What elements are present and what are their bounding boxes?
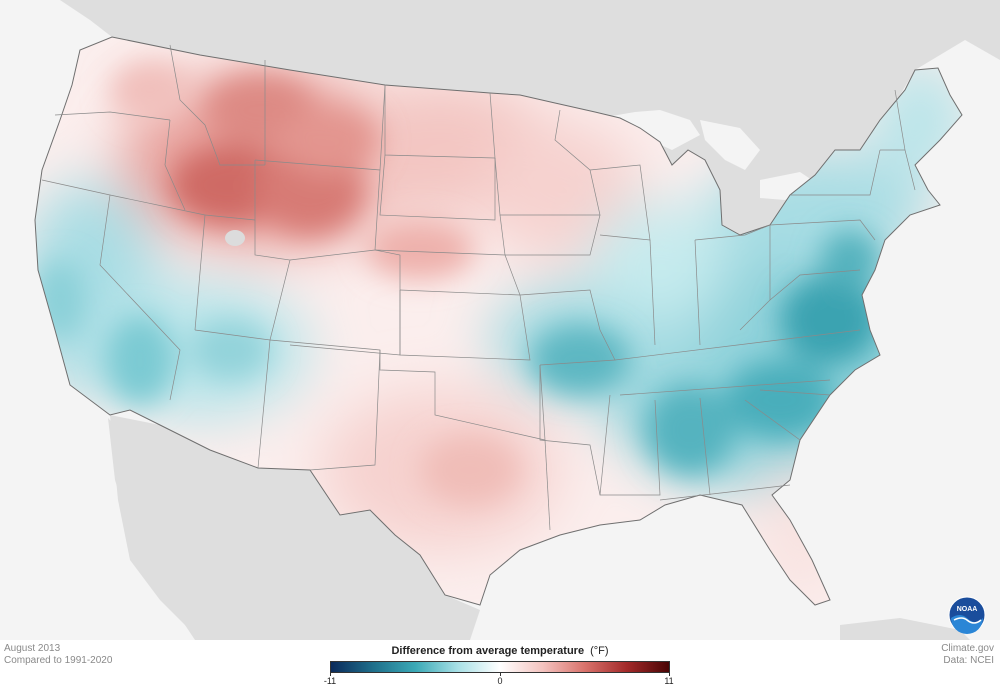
footer: August 2013 Compared to 1991-2020 Differ…: [0, 640, 1000, 690]
legend-tick-mid: [500, 673, 501, 676]
caption-baseline: Compared to 1991-2020: [4, 655, 113, 666]
baja-peninsula: [108, 418, 215, 640]
legend-title: Difference from average temperature (°F): [330, 645, 670, 657]
legend-unit: (°F): [590, 645, 609, 657]
noaa-logo-text: NOAA: [957, 606, 978, 613]
legend-max-label: 11: [664, 676, 674, 686]
legend-mid-label: 0: [497, 676, 503, 686]
legend-min-label: -11: [323, 676, 337, 686]
canada-landmass: [60, 0, 1000, 235]
great-salt-lake: [225, 230, 245, 246]
credit-data-source: Data: NCEI: [943, 655, 994, 666]
legend-title-text: Difference from average temperature: [391, 645, 585, 657]
temperature-anomaly-map: [0, 0, 1000, 640]
state-boundaries: [41, 44, 916, 531]
caption-month: August 2013: [4, 643, 61, 654]
us-outline: [34, 36, 963, 606]
great-lakes: [600, 110, 815, 200]
legend-tick-max: [669, 673, 670, 676]
legend-tick-min: [330, 673, 331, 676]
mexico-landmass: [110, 415, 480, 640]
noaa-logo: NOAA: [948, 596, 986, 639]
legend-color-bar: [330, 661, 670, 673]
island-landmass: [840, 618, 970, 640]
credit-site: Climate.gov: [941, 643, 994, 654]
